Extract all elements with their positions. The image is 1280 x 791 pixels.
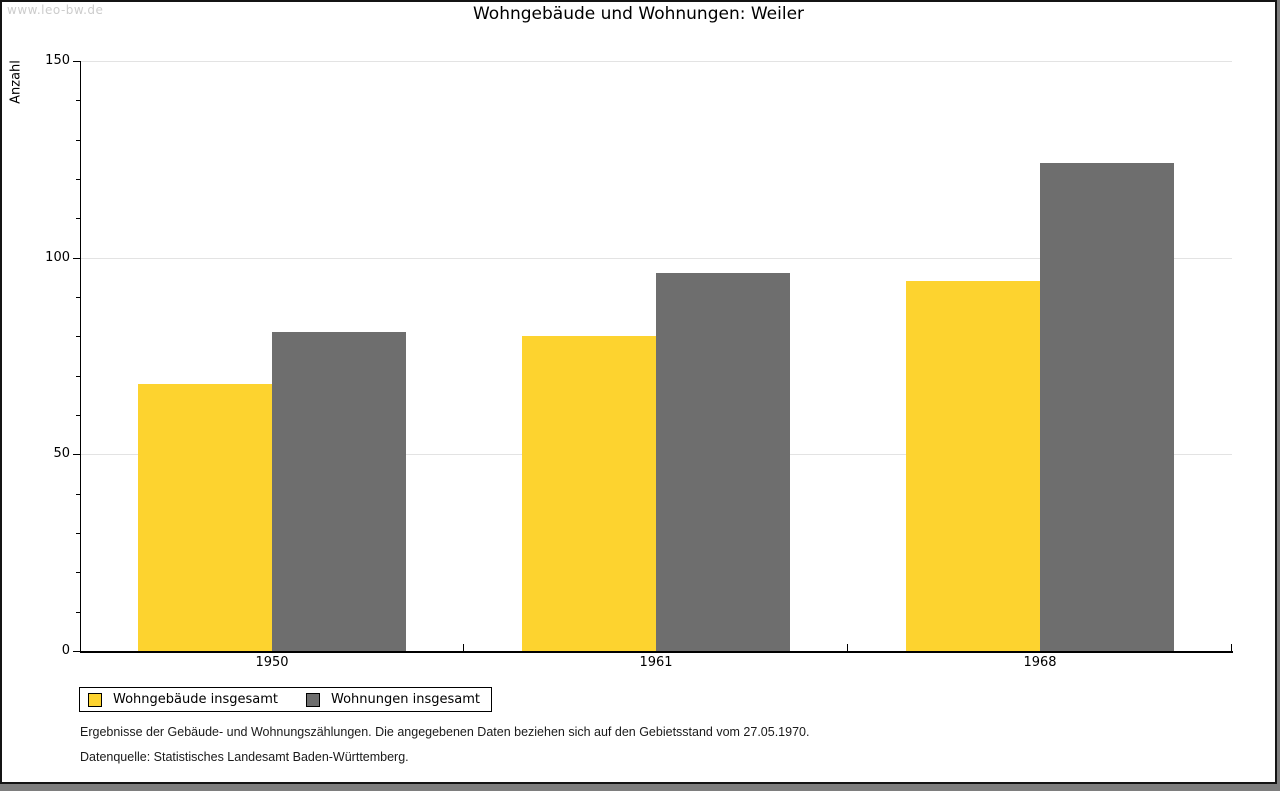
- y-tick-minor-120: [76, 179, 80, 180]
- bar-wohngeb-ude-insgesamt-1950: [138, 383, 272, 651]
- y-tick-minor-60: [76, 415, 80, 416]
- y-tick-minor-30: [76, 533, 80, 534]
- legend-swatch-wohngeb-ude-insgesamt: [88, 692, 102, 707]
- y-tick-minor-20: [76, 572, 80, 574]
- legend-item-wohnungen-insgesamt: Wohnungen insgesamt: [306, 692, 480, 707]
- y-tick-label-50: 50: [53, 446, 70, 462]
- y-tick-minor-140: [76, 100, 80, 102]
- y-tick-label-0: 0: [61, 643, 70, 658]
- chart-legend: Wohngebäude insgesamt Wohnungen insgesamt: [79, 687, 492, 712]
- y-tick-major-100: [73, 257, 80, 259]
- y-tick-minor-40: [76, 493, 80, 495]
- x-tick-label-1950: 1950: [255, 655, 289, 670]
- y-tick-minor-70: [76, 375, 80, 377]
- bar-wohngeb-ude-insgesamt-1961: [522, 336, 656, 651]
- bar-wohngeb-ude-insgesamt-1968: [906, 281, 1040, 651]
- y-tick-major-50: [73, 454, 80, 456]
- y-axis-line: [80, 61, 81, 651]
- y-tick-major-150: [73, 61, 80, 62]
- legend-swatch-wohnungen-insgesamt: [306, 692, 320, 707]
- plot-area: [80, 61, 1232, 651]
- footer-note: Ergebnisse der Gebäude- und Wohnungszähl…: [80, 725, 810, 739]
- bar-wohnungen-insgesamt-1961: [656, 273, 790, 651]
- legend-item-wohngeb-ude-insgesamt: Wohngebäude insgesamt: [88, 692, 278, 707]
- y-tick-minor-10: [76, 611, 80, 613]
- x-tick-label-1961: 1961: [639, 655, 673, 670]
- legend-label-wohngeb-ude-insgesamt: Wohngebäude insgesamt: [113, 692, 278, 707]
- y-tick-minor-130: [76, 139, 80, 141]
- y-tick-minor-80: [76, 336, 80, 338]
- chart-title: Wohngebäude und Wohnungen: Weiler: [472, 4, 805, 24]
- gridline-150: [81, 61, 1232, 62]
- y-tick-major-0: [73, 651, 80, 652]
- watermark-url: www.leo-bw.de: [7, 3, 104, 17]
- bar-wohnungen-insgesamt-1968: [1040, 163, 1174, 651]
- x-boundary-tick-3: [1231, 644, 1232, 651]
- x-boundary-tick-1: [463, 644, 464, 651]
- y-tick-label-150: 150: [45, 53, 70, 68]
- x-tick-label-1968: 1968: [1023, 655, 1057, 670]
- legend-label-wohnungen-insgesamt: Wohnungen insgesamt: [331, 692, 480, 707]
- x-boundary-tick-2: [847, 644, 848, 651]
- y-tick-minor-110: [76, 218, 80, 220]
- gridline-100: [81, 257, 1232, 259]
- y-tick-minor-90: [76, 297, 80, 298]
- footer-source: Datenquelle: Statistisches Landesamt Bad…: [80, 750, 409, 764]
- bar-wohnungen-insgesamt-1950: [272, 332, 406, 651]
- y-tick-label-100: 100: [45, 249, 70, 265]
- x-axis-line: [80, 651, 1233, 653]
